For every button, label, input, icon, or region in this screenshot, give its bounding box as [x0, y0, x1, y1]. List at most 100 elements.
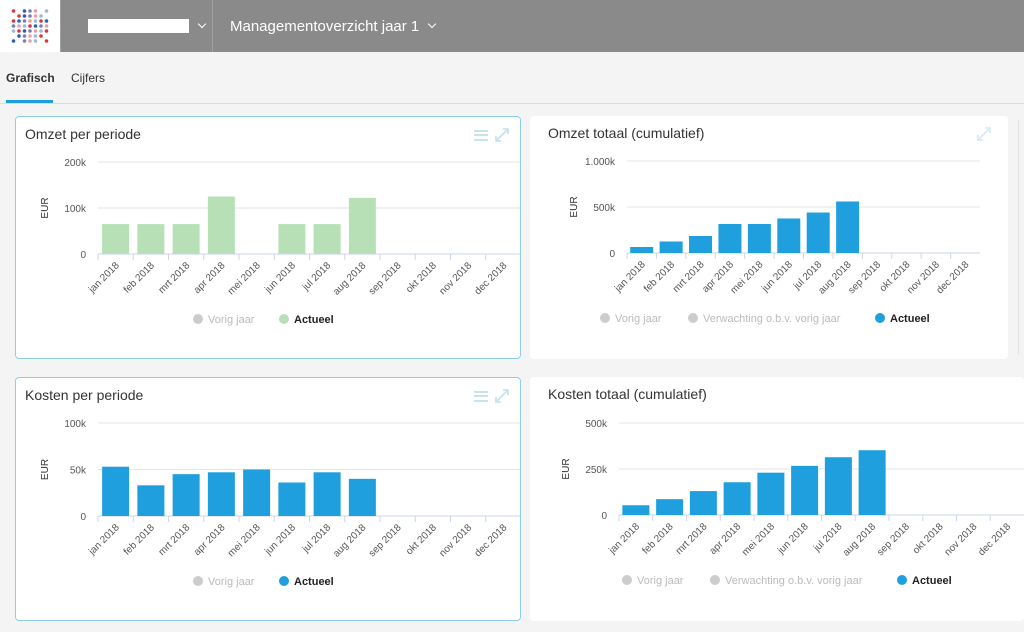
legend-dot	[897, 575, 907, 585]
x-tick-label: jun 2018	[262, 260, 298, 296]
bar[interactable]	[824, 457, 852, 515]
organization-name-redacted	[88, 19, 189, 33]
legend-item-current[interactable]: Actueel	[897, 575, 952, 587]
bar[interactable]	[777, 218, 801, 254]
x-tick-label: jun 2018	[759, 259, 795, 295]
x-tick-label: jun 2018	[262, 522, 298, 558]
x-tick-label: dec 2018	[935, 259, 972, 296]
bar-chart: EUR 0 50k 100k jan 2018 feb 2018 mrt 2018 apr 2…	[40, 419, 521, 588]
dashboard-title: Managementoverzicht jaar 1	[230, 17, 420, 35]
x-tick-label: feb 2018	[640, 521, 676, 557]
bar[interactable]	[278, 224, 306, 254]
chart-panel-omzet-per-periode[interactable]: Omzet per periode EUR 0 100k 200k jan 2018 fe…	[15, 116, 521, 359]
legend-item-prev[interactable]: Vorig jaar	[622, 575, 684, 587]
legend-item-current[interactable]: Actueel	[279, 576, 334, 588]
bar[interactable]	[659, 241, 683, 254]
chart-panel-omzet-totaal[interactable]: Omzet totaal (cumulatief) EUR 0 500k 1.000k…	[530, 116, 1008, 359]
logo-star-icon	[11, 9, 49, 43]
bar[interactable]	[172, 224, 200, 254]
x-tick-label: sep 2018	[367, 522, 404, 559]
bar[interactable]	[313, 224, 341, 254]
bar[interactable]	[723, 482, 751, 515]
bar[interactable]	[207, 472, 235, 516]
bar[interactable]	[747, 224, 771, 253]
bar[interactable]	[348, 197, 376, 254]
legend-label: Verwachting o.b.v. vorig jaar	[703, 313, 841, 325]
x-tick-label: nov 2018	[437, 522, 474, 559]
bar[interactable]	[102, 466, 130, 516]
expand-icon[interactable]	[494, 388, 510, 404]
bar[interactable]	[630, 247, 654, 253]
panel-edge	[1018, 120, 1019, 355]
legend-dot	[688, 313, 698, 323]
bar[interactable]	[806, 212, 830, 253]
bar[interactable]	[313, 472, 341, 516]
x-tick-label: jan 2018	[86, 260, 122, 296]
legend-item-prev[interactable]: Vorig jaar	[600, 313, 662, 325]
y-tick-label: 100k	[64, 419, 87, 430]
legend-item-expected[interactable]: Verwachting o.b.v. vorig jaar	[710, 575, 863, 587]
legend-item-prev[interactable]: Vorig jaar	[193, 576, 255, 588]
y-tick-label: 100k	[64, 204, 87, 215]
y-axis-label: EUR	[569, 196, 580, 217]
menu-icon[interactable]	[474, 129, 488, 141]
y-tick-label: 0	[609, 249, 615, 260]
y-axis-label: EUR	[40, 197, 51, 218]
x-tick-label: nov 2018	[437, 260, 474, 297]
legend-item-current[interactable]: Actueel	[875, 313, 930, 325]
chart-panel-kosten-per-periode[interactable]: Kosten per periode EUR 0 50k 100k jan 2018 fe…	[15, 377, 521, 621]
bar[interactable]	[622, 505, 650, 515]
legend-item-current[interactable]: Actueel	[279, 314, 334, 326]
x-tick-label: dec 2018	[473, 260, 510, 297]
top-bar: Managementoverzicht jaar 1	[0, 0, 1024, 52]
bar-chart: EUR 0 100k 200k jan 2018 feb 2018 mrt 2018 apr …	[40, 158, 521, 326]
bar[interactable]	[348, 478, 376, 516]
legend-label: Actueel	[294, 576, 334, 588]
legend-label: Vorig jaar	[208, 314, 255, 326]
bar[interactable]	[718, 224, 742, 253]
bar[interactable]	[689, 491, 717, 515]
bar[interactable]	[243, 469, 271, 517]
legend-label: Actueel	[890, 313, 930, 325]
bar[interactable]	[137, 485, 165, 516]
x-tick-label: apr 2018	[192, 522, 228, 558]
menu-icon[interactable]	[474, 390, 488, 402]
app-logo[interactable]	[0, 0, 60, 52]
chart-panel-kosten-totaal[interactable]: Kosten totaal (cumulatief) EUR 0 250k 500k j…	[530, 377, 1024, 621]
expand-icon[interactable]	[976, 126, 992, 142]
legend-item-prev[interactable]: Vorig jaar	[193, 314, 255, 326]
x-tick-label: feb 2018	[122, 522, 158, 558]
bar[interactable]	[858, 450, 886, 515]
bar[interactable]	[656, 499, 684, 515]
bar[interactable]	[757, 472, 785, 515]
x-tick-label: mei 2018	[740, 521, 777, 558]
tab-cijfers[interactable]: Cijfers	[71, 71, 106, 85]
legend-item-expected[interactable]: Verwachting o.b.v. vorig jaar	[688, 313, 841, 325]
x-tick-label: dec 2018	[473, 522, 510, 559]
x-tick-label: dec 2018	[976, 521, 1013, 558]
bar[interactable]	[207, 196, 235, 255]
expand-icon[interactable]	[494, 127, 510, 143]
x-tick-label: aug 2018	[841, 521, 879, 559]
dashboard-select[interactable]: Managementoverzicht jaar 1	[230, 0, 437, 52]
x-tick-label: jul 2018	[300, 522, 334, 556]
bar[interactable]	[791, 465, 819, 515]
divider	[60, 0, 61, 52]
bar[interactable]	[836, 201, 860, 253]
legend-dot	[193, 576, 203, 586]
legend-dot	[875, 313, 885, 323]
y-tick-label: 0	[80, 512, 86, 523]
bar[interactable]	[137, 224, 165, 254]
tab-grafisch[interactable]: Grafisch	[6, 71, 55, 85]
bar[interactable]	[102, 224, 130, 254]
x-tick-label: okt 2018	[404, 260, 439, 295]
organization-select[interactable]	[72, 0, 212, 52]
bar[interactable]	[172, 474, 200, 516]
bar[interactable]	[689, 235, 713, 253]
x-tick-label: sep 2018	[875, 521, 912, 558]
y-tick-label: 0	[601, 511, 607, 522]
bar[interactable]	[278, 482, 306, 516]
panel-title: Kosten totaal (cumulatief)	[548, 386, 707, 402]
divider	[212, 0, 213, 52]
